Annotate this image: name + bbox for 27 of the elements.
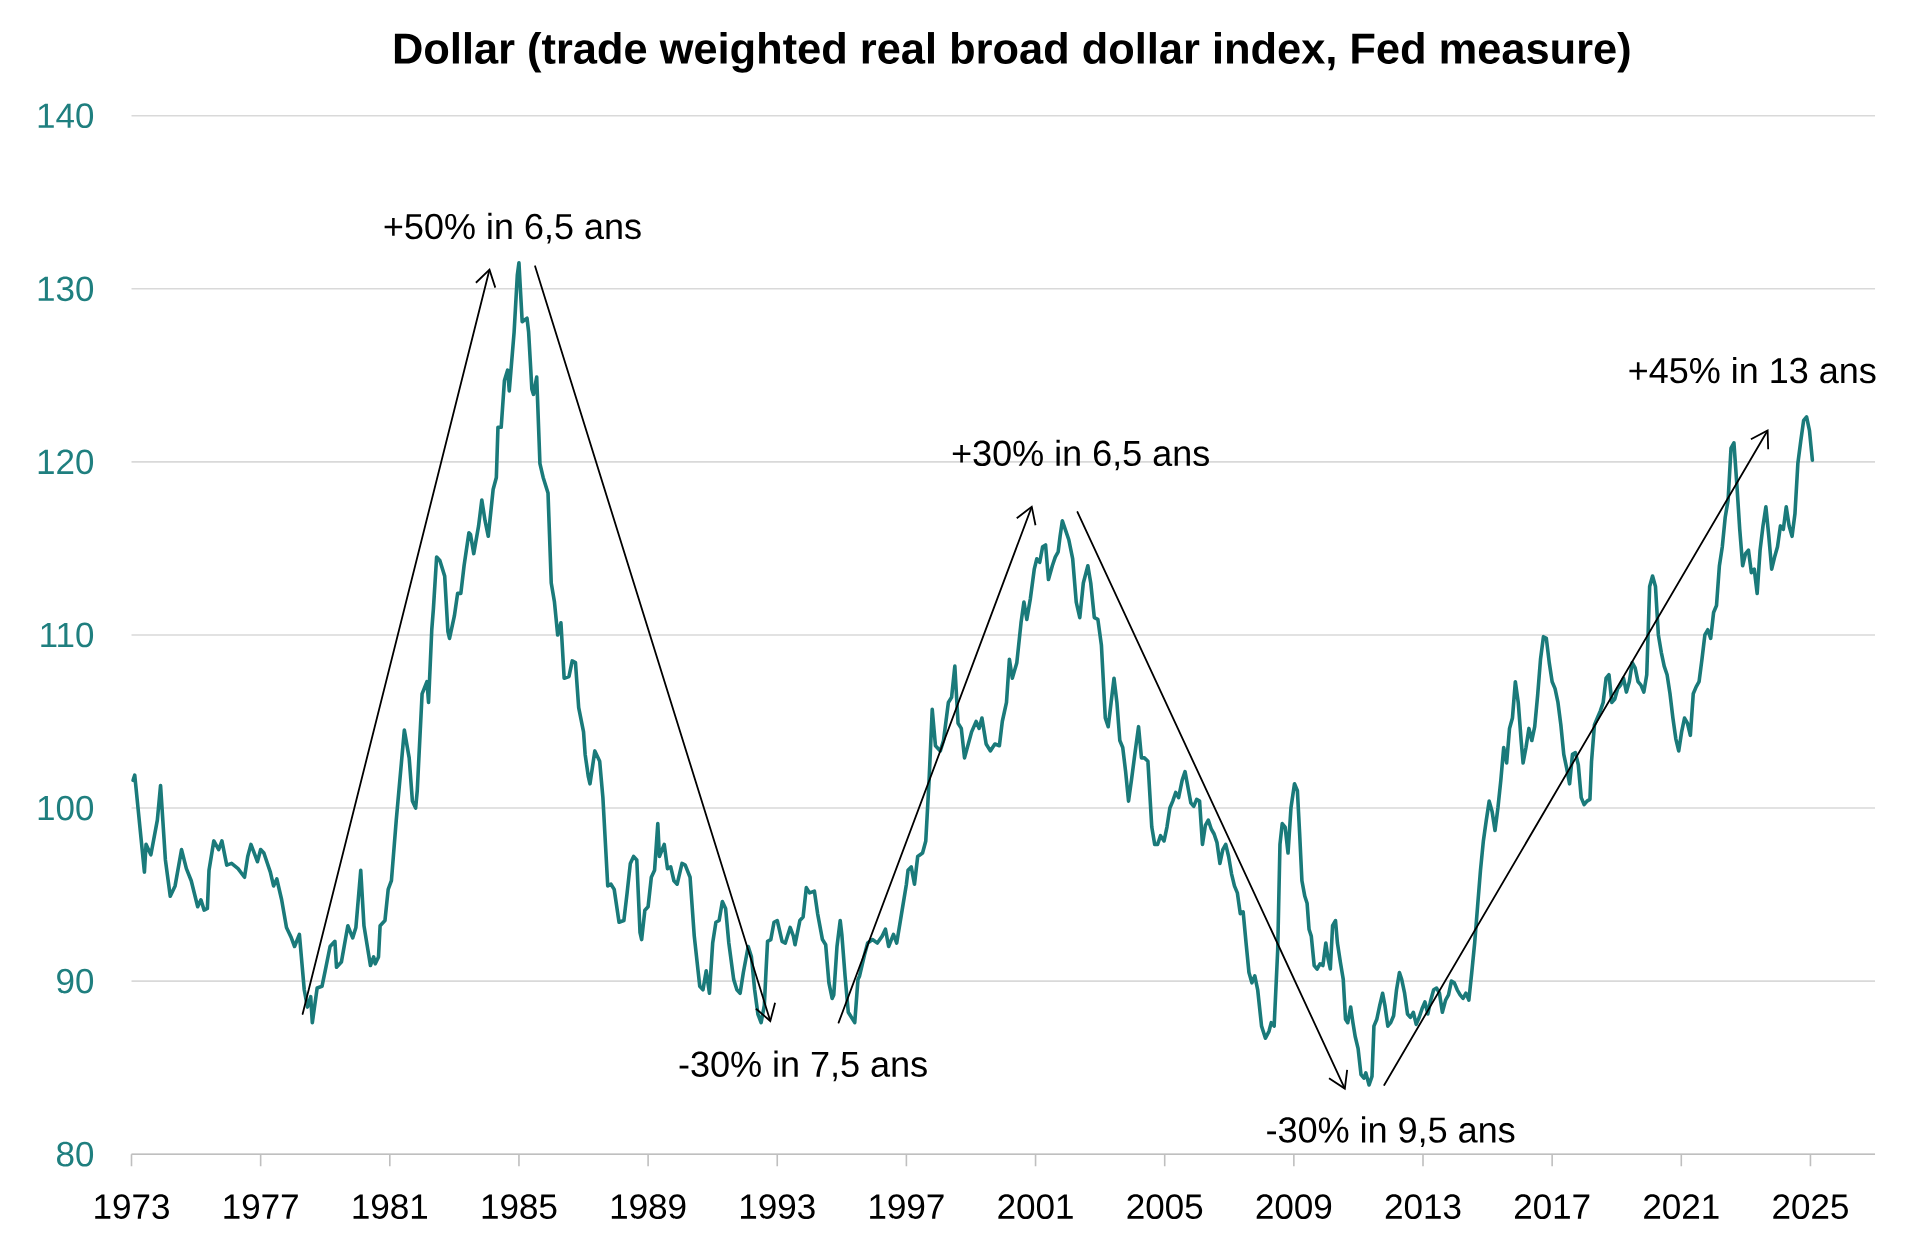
y-tick-label: 120 bbox=[38, 449, 94, 475]
x-tick-label: 1973 bbox=[95, 1194, 169, 1220]
y-tick-label: 140 bbox=[38, 103, 94, 129]
x-tick-label: 2021 bbox=[1644, 1194, 1719, 1220]
x-tick-label: 1993 bbox=[740, 1194, 815, 1220]
x-tick-label: 2005 bbox=[1127, 1194, 1203, 1220]
y-tick-label: 130 bbox=[38, 276, 94, 302]
x-tick-label: 2009 bbox=[1256, 1194, 1332, 1220]
y-tick-label: 110 bbox=[41, 622, 94, 648]
y-tick-label: 80 bbox=[57, 1141, 94, 1167]
y-tick-label: 100 bbox=[38, 795, 94, 821]
annotation: +45% in 13 ans bbox=[1629, 356, 1876, 384]
x-tick-label: 1989 bbox=[611, 1194, 686, 1220]
x-tick-label: 2001 bbox=[998, 1194, 1073, 1220]
x-tick-label: 1985 bbox=[482, 1194, 557, 1220]
x-tick-label: 2017 bbox=[1514, 1194, 1590, 1220]
annotation: +50% in 6,5 ans bbox=[384, 212, 641, 244]
chart-title: Dollar (trade weighted real broad dollar index, Fed measure) bbox=[394, 32, 1630, 73]
x-tick-label: 2013 bbox=[1385, 1194, 1461, 1220]
annotation: -30% in 7,5 ans bbox=[679, 1050, 927, 1082]
annotation: -30% in 9,5 ans bbox=[1267, 1116, 1515, 1148]
annotation: +30% in 6,5 ans bbox=[952, 439, 1209, 471]
x-tick-label: 1977 bbox=[224, 1194, 298, 1220]
y-tick-label: 90 bbox=[57, 968, 94, 994]
x-tick-label: 1997 bbox=[870, 1194, 944, 1220]
x-tick-label: 2025 bbox=[1773, 1194, 1848, 1220]
x-tick-label: 1981 bbox=[353, 1194, 427, 1220]
